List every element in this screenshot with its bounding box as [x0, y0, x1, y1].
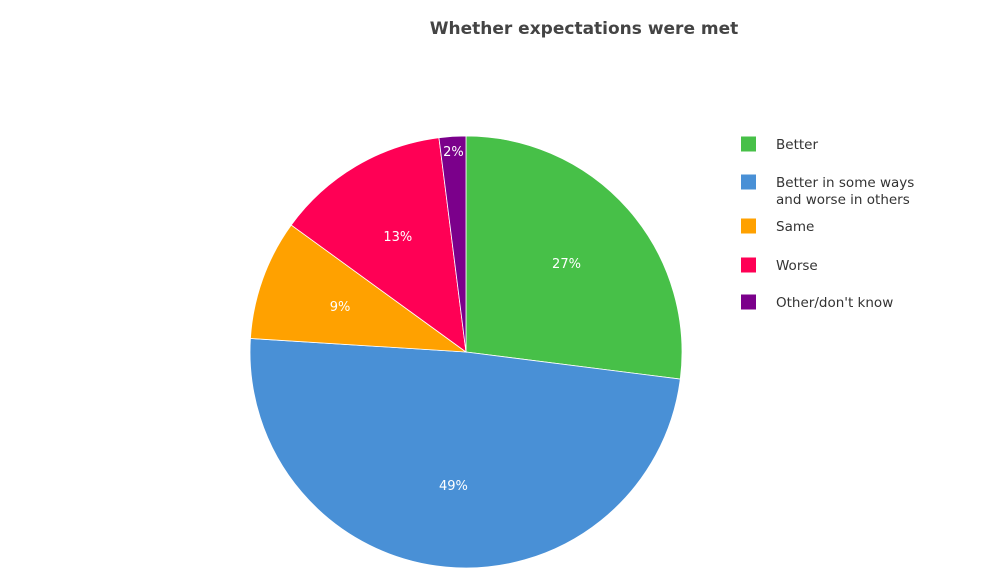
legend-label-3: Worse	[776, 258, 818, 274]
slice-label-2: 9%	[330, 300, 351, 315]
pie-slice-0	[465, 135, 683, 380]
pie-slice-4	[438, 135, 467, 353]
pie-slices	[249, 135, 683, 569]
slice-label-4: 2%	[443, 145, 464, 160]
legend-label-0: Better	[776, 137, 818, 153]
legend-swatch-0	[741, 136, 756, 152]
slice-label-1: 49%	[439, 479, 468, 494]
legend-swatch-4	[741, 294, 756, 310]
legend-label-2: Same	[776, 219, 814, 235]
pie-slice-2	[250, 224, 468, 353]
slice-label-0: 27%	[552, 257, 581, 272]
pie-slice-1	[249, 338, 681, 569]
legend-label-1-line-1: and worse in others	[776, 192, 910, 208]
legend-label-4: Other/don't know	[776, 295, 893, 311]
chart-title: Whether expectations were met	[430, 19, 739, 39]
legend-label-1-line-0: Better in some ways	[776, 175, 914, 191]
pie-slice-labels: 27% 49% 9% 13% 2%	[330, 145, 581, 494]
legend-swatch-3	[741, 257, 756, 273]
legend-swatch-2	[741, 218, 756, 234]
legend-swatch-1	[741, 174, 756, 190]
pie-slice-3	[290, 137, 467, 353]
slice-label-3: 13%	[383, 230, 412, 245]
